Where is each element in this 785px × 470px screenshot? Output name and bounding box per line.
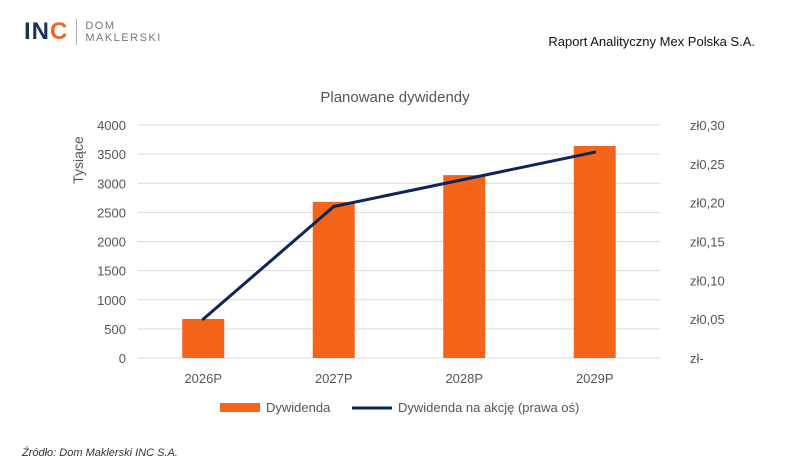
dividend-per-share-line xyxy=(202,150,596,321)
x-tick-label: 2026P xyxy=(184,371,222,386)
y2-tick-label: zł0,15 xyxy=(690,235,725,250)
bar-2028P xyxy=(443,175,486,358)
report-title: Raport Analityczny Mex Polska S.A. xyxy=(548,34,755,49)
y2-tick-label: zł- xyxy=(690,351,704,366)
legend-label-bar: Dywidenda xyxy=(266,400,331,415)
y-tick-label: 500 xyxy=(104,322,126,337)
y-tick-label: 1500 xyxy=(97,264,126,279)
y2-tick-label: zł0,30 xyxy=(690,118,725,133)
y-tick-label: 4000 xyxy=(97,118,126,133)
bar-2029P xyxy=(573,145,616,358)
legend-label-line: Dywidenda na akcję (prawa oś) xyxy=(398,400,579,415)
x-tick-label: 2027P xyxy=(315,371,353,386)
y2-tick-label: zł0,05 xyxy=(690,312,725,327)
logo: INC DOM MAKLERSKI xyxy=(24,18,162,46)
y-tick-label: 1000 xyxy=(97,293,126,308)
dividend-chart: Planowane dywidendy Tysiące 0 500 1000 1500… xyxy=(70,89,725,415)
legend-swatch-bar xyxy=(220,403,260,412)
logo-mark: INC xyxy=(24,18,69,45)
y-tick-label: 3500 xyxy=(97,147,126,162)
line-point-2028P xyxy=(462,177,466,181)
y-axis-label: Tysiące xyxy=(70,136,86,184)
bar-2027P xyxy=(312,201,355,358)
y2-tick-label: zł0,20 xyxy=(690,196,725,211)
y-tick-label: 2000 xyxy=(97,235,126,250)
source-note: Źródło: Dom Maklerski INC S.A. xyxy=(22,447,178,459)
logo-text: DOM MAKLERSKI xyxy=(85,20,162,44)
y-tick-label: 3000 xyxy=(97,176,126,191)
y2-tick-label: zł0,10 xyxy=(690,273,725,288)
y-tick-label: 0 xyxy=(119,351,126,366)
x-tick-label: 2028P xyxy=(445,371,483,386)
y-tick-label: 2500 xyxy=(97,205,126,220)
line-point-2026P xyxy=(201,317,205,321)
logo-divider xyxy=(76,19,78,45)
y2-tick-label: zł0,25 xyxy=(690,157,725,172)
chart-title: Planowane dywidendy xyxy=(320,89,470,106)
line-point-2029P xyxy=(593,150,597,154)
bar-2026P xyxy=(182,318,225,358)
x-tick-label: 2029P xyxy=(576,371,614,386)
line-point-2027P xyxy=(332,205,336,209)
